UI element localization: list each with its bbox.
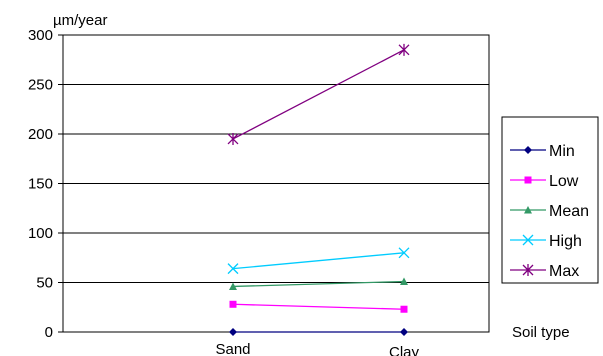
- series-line: [232, 280, 405, 288]
- series-max: [227, 43, 410, 145]
- legend-label: Max: [549, 263, 579, 280]
- data-point-diamond: [524, 146, 532, 154]
- data-point-star: [227, 132, 239, 145]
- y-axis-label: µm/year: [53, 12, 108, 29]
- legend-entry: Mean: [510, 203, 589, 220]
- grid-lines: [63, 84, 489, 283]
- y-axis-ticks: 0 50 100 150 200 250 300: [28, 27, 63, 341]
- legend-label: Mean: [549, 203, 589, 220]
- legend-entry: Max: [510, 263, 579, 280]
- y-tick-label: 200: [28, 126, 53, 143]
- data-point-square: [400, 305, 408, 313]
- series-line: [232, 49, 405, 140]
- legend-label: High: [549, 233, 582, 250]
- legend-entry: High: [510, 233, 582, 250]
- data-point-square: [524, 176, 532, 184]
- series-group: [227, 43, 410, 336]
- y-tick-label: 0: [45, 324, 53, 341]
- series-line: [232, 252, 405, 270]
- y-tick-label: 300: [28, 27, 53, 44]
- x-tick-label: Sand: [215, 341, 250, 356]
- data-point-star: [522, 264, 534, 276]
- series-low: [229, 300, 408, 313]
- legend-label: Low: [549, 173, 579, 190]
- series-high: [227, 247, 410, 275]
- series-min: [229, 328, 408, 336]
- series-mean: [229, 277, 408, 290]
- data-point-x: [227, 263, 239, 275]
- y-tick-label: 150: [28, 176, 53, 193]
- series-line: [232, 303, 405, 310]
- y-tick-label: 100: [28, 225, 53, 242]
- data-point-star: [398, 43, 410, 56]
- data-point-x: [398, 247, 410, 259]
- x-tick-label: Clay: [389, 344, 420, 356]
- data-point-x: [522, 234, 534, 246]
- data-point-square: [229, 300, 237, 308]
- y-tick-label: 250: [28, 77, 53, 94]
- legend-box: [501, 116, 599, 284]
- legend-entry: Low: [510, 173, 579, 190]
- y-tick-label: 50: [36, 275, 53, 292]
- data-point-diamond: [229, 328, 237, 336]
- x-axis-label: Soil type: [512, 324, 570, 341]
- x-axis-ticks: Sand Clay: [215, 341, 419, 356]
- data-point-triangle: [400, 277, 408, 286]
- legend: Min Low Mean High Max: [501, 116, 599, 284]
- data-point-triangle: [524, 206, 532, 214]
- data-point-triangle: [229, 282, 237, 290]
- data-point-diamond: [400, 328, 408, 336]
- legend-entry: Min: [510, 143, 575, 160]
- legend-label: Min: [549, 143, 575, 160]
